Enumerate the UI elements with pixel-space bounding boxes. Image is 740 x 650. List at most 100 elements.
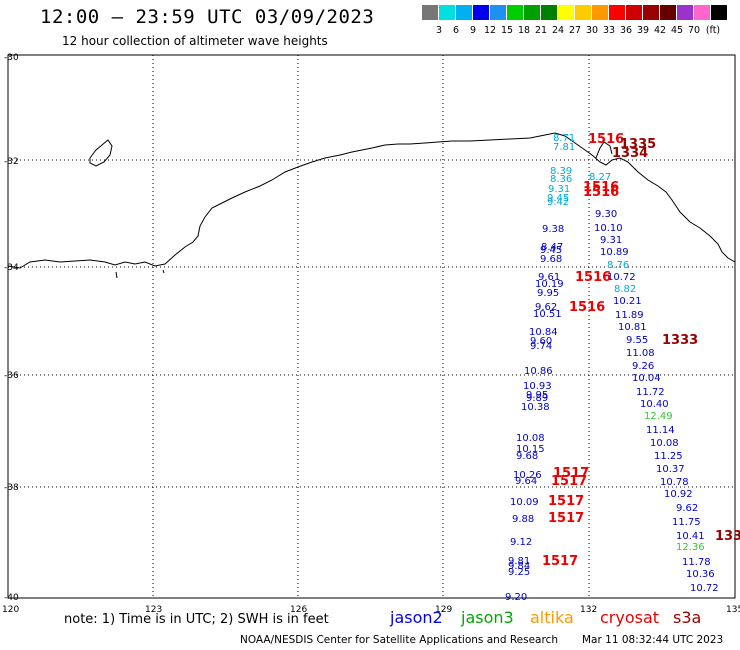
- scale-swatch: [711, 5, 727, 20]
- scale-swatch: [558, 5, 574, 20]
- footer-note: note: 1) Time is in UTC; 2) SWH is in fe…: [64, 612, 329, 627]
- wave-height-label: 9.84: [508, 561, 530, 572]
- wave-height-label: 9.74: [530, 341, 552, 352]
- scale-swatch: [422, 5, 438, 20]
- wave-height-label: 10.10: [594, 223, 623, 234]
- scale-swatch: [592, 5, 608, 20]
- lon-label: 132: [580, 605, 597, 615]
- wave-height-labels: 9.388.479.459.689.6110.199.959.6210.5110…: [505, 132, 740, 603]
- legend-item-jason2: jason2: [390, 608, 443, 627]
- scale-swatch: [626, 5, 642, 20]
- wave-height-label: 11.72: [636, 387, 665, 398]
- wave-height-label: 11.75: [672, 517, 701, 528]
- wave-height-label: 12.49: [644, 411, 673, 422]
- wave-height-label: 9.30: [595, 209, 617, 220]
- wave-height-label: 10.26: [513, 470, 542, 481]
- wave-height-label: 10.78: [660, 477, 689, 488]
- scale-label: 12: [483, 25, 497, 36]
- wave-height-label: 10.72: [690, 583, 719, 594]
- tick-mark: [162, 269, 165, 274]
- wave-height-label: 8.82: [614, 284, 636, 295]
- scale-swatch: [694, 5, 710, 20]
- scale-swatch: [660, 5, 676, 20]
- scale-swatch: [677, 5, 693, 20]
- scale-swatch: [473, 5, 489, 20]
- wave-height-label: 9.12: [510, 537, 532, 548]
- timestamp-text: Mar 11 08:32:44 UTC 2023: [582, 634, 724, 646]
- wave-height-label: 133: [715, 529, 740, 544]
- page-title: 12:00 – 23:59 UTC 03/09/2023: [40, 6, 375, 28]
- gulf-coast: [595, 141, 613, 159]
- wave-height-label: 10.15: [516, 444, 545, 455]
- scale-label: 33: [602, 25, 616, 36]
- lon-label: 135: [726, 605, 740, 615]
- wave-height-label: 10.93: [523, 381, 552, 392]
- legend-item-jason3: jason3: [461, 608, 514, 627]
- wave-height-label: 10.04: [632, 373, 661, 384]
- wave-height-label: 9.62: [535, 302, 557, 313]
- lat-labels: -30 -32 -34 -36 -38 -40: [4, 53, 19, 603]
- wave-height-label: 1516: [575, 270, 611, 285]
- wave-height-label: 10.08: [516, 433, 545, 444]
- wave-height-label: 9.95: [537, 288, 559, 299]
- wave-height-label: 9.95: [526, 390, 548, 401]
- wave-height-label: 9.89: [526, 393, 548, 404]
- wave-height-label: 1516: [583, 180, 619, 195]
- scale-swatch: [490, 5, 506, 20]
- wave-height-label: 9.62: [676, 503, 698, 514]
- wave-height-label: 9.81: [508, 556, 530, 567]
- scale-label: 21: [534, 25, 548, 36]
- island: [89, 139, 113, 167]
- wave-height-label: 9.68: [540, 254, 562, 265]
- wave-height-label: 12.36: [676, 542, 705, 553]
- wave-height-label: 8.47: [541, 242, 563, 253]
- scale-label: 3: [435, 25, 443, 36]
- scale-label: 42: [653, 25, 667, 36]
- wave-height-label: 10.84: [529, 327, 558, 338]
- wave-height-label: 10.09: [510, 497, 539, 508]
- wave-height-label: 10.41: [676, 531, 705, 542]
- map-frame: [7, 54, 736, 599]
- scale-swatch: [507, 5, 523, 20]
- lon-labels: 120 123 126 129 132 135: [2, 605, 740, 615]
- scale-label: 39: [636, 25, 650, 36]
- wave-height-label: 1517: [551, 474, 587, 489]
- wave-height-label: 9.31: [548, 184, 570, 195]
- wave-height-label: 11.89: [615, 310, 644, 321]
- legend-item-cryosat: cryosat: [600, 608, 660, 627]
- wave-height-label: 9.68: [516, 451, 538, 462]
- wave-height-label: 11.08: [626, 348, 655, 359]
- scale-label: 18: [517, 25, 531, 36]
- scale-label: 70: [687, 25, 701, 36]
- scale-label: 45: [670, 25, 684, 36]
- wave-height-label: 10.38: [521, 402, 550, 413]
- scale-swatch: [524, 5, 540, 20]
- scale-label: 27: [568, 25, 582, 36]
- wave-height-label: 1517: [542, 554, 578, 569]
- wave-height-label: 1516: [583, 185, 619, 200]
- legend-item-s3a: s3a: [673, 608, 702, 627]
- wave-height-label: 9.64: [515, 476, 537, 487]
- wave-height-label: 1333: [662, 333, 698, 348]
- scale-label: 9: [469, 25, 477, 36]
- grid-lines: [8, 55, 735, 598]
- lon-label: 129: [435, 605, 452, 615]
- wave-height-label: 9.88: [512, 514, 534, 525]
- wave-height-label: 8.36: [550, 174, 572, 185]
- wave-height-label: 11.78: [682, 557, 711, 568]
- wave-height-label: 10.72: [607, 272, 636, 283]
- lat-label: -36: [4, 371, 19, 381]
- wave-height-label: 10.51: [533, 309, 562, 320]
- wave-height-label: 9.45: [547, 193, 569, 204]
- wave-height-label: 1517: [553, 466, 589, 481]
- lon-label: 120: [2, 605, 19, 615]
- wave-height-label: 10.81: [618, 322, 647, 333]
- wave-height-label: 9.26: [632, 361, 654, 372]
- wave-height-label: 10.92: [664, 489, 693, 500]
- scale-swatch: [456, 5, 472, 20]
- wave-height-label: 1517: [548, 494, 584, 509]
- wave-height-label: 10.21: [613, 296, 642, 307]
- wave-height-label: 9.38: [542, 224, 564, 235]
- lat-label: -32: [4, 157, 19, 167]
